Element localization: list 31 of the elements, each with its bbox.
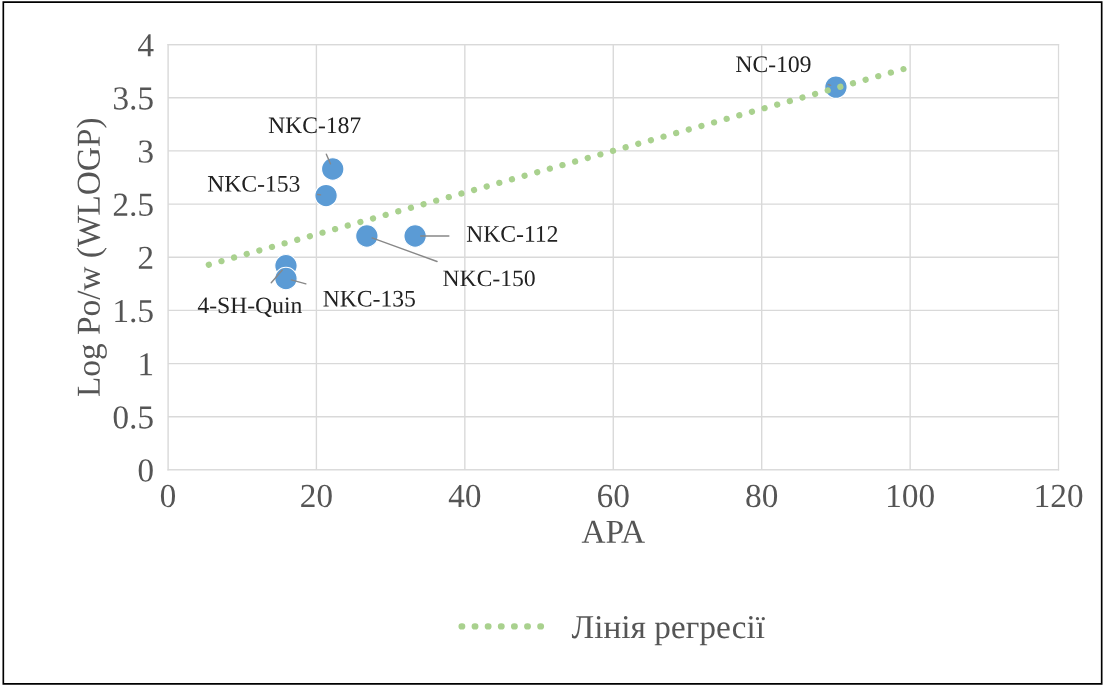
annotation: NKC-153 xyxy=(207,175,300,192)
y-tick-label: 1.5 xyxy=(115,299,153,323)
x-tick-label: 40 xyxy=(448,484,481,508)
y-tick-label: 1 xyxy=(140,353,153,376)
point xyxy=(274,266,298,291)
y-axis-title: Log Po/w (WLOGP) xyxy=(76,118,107,397)
x-tick-label: 60 xyxy=(598,484,629,508)
x-tick-label: 0 xyxy=(160,484,176,508)
y-tick-label: 3.5 xyxy=(114,87,153,110)
x-tick-label: 120 xyxy=(1036,484,1083,508)
annotation: NKC-187 xyxy=(268,117,361,134)
x-axis-title: APA xyxy=(581,520,645,543)
annotation: 4-SH-Quin xyxy=(197,297,302,317)
x-tick-label: 100 xyxy=(888,484,934,508)
annotation: NKC-150 xyxy=(443,270,535,287)
point xyxy=(314,183,338,208)
x-tick-label: 80 xyxy=(746,484,778,508)
annotation: NKC-112 xyxy=(466,226,558,242)
legend-label: Лінія регресії xyxy=(571,616,765,646)
y-tick-label: 0 xyxy=(138,459,153,482)
y-tick-label: 3 xyxy=(139,140,153,163)
point xyxy=(403,224,427,248)
y-tick-label: 2 xyxy=(138,246,153,269)
annotation: NC-109 xyxy=(736,56,811,73)
y-tick-label: 4 xyxy=(138,34,154,57)
x-tick-label: 20 xyxy=(301,484,332,508)
y-tick-label: 0.5 xyxy=(113,406,153,429)
y-tick-label: 2.5 xyxy=(113,193,153,217)
point xyxy=(320,157,345,181)
annotation: NKC-135 xyxy=(323,290,415,307)
point xyxy=(355,224,379,248)
